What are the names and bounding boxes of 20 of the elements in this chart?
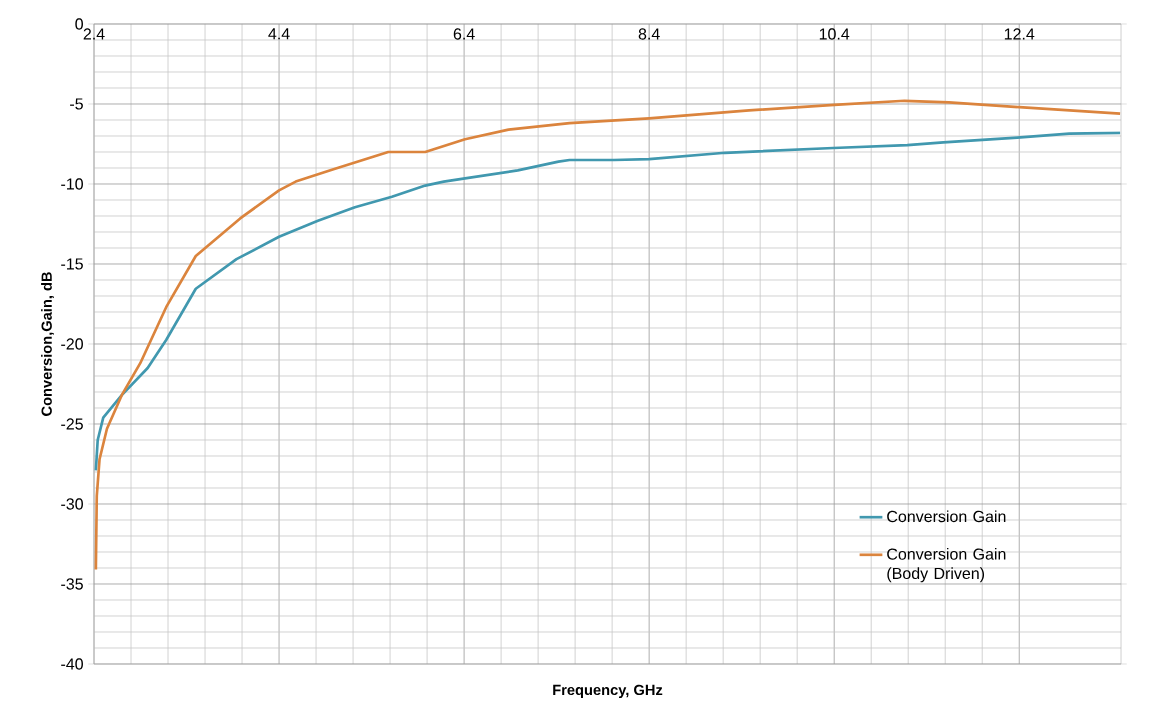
y-axis-title: Conversion,Gain, dB xyxy=(41,271,54,416)
y-tick-label: -30 xyxy=(61,498,83,510)
y-tick-label: -40 xyxy=(61,658,83,670)
line-series xyxy=(94,131,1122,472)
x-axis-title: Frequency, GHz xyxy=(553,684,663,698)
x-tick-label: 12.4 xyxy=(1004,28,1035,40)
legend-label: Conversion Gain xyxy=(887,510,1006,522)
y-tick-label: -10 xyxy=(61,178,83,190)
x-tick-label: 10.4 xyxy=(819,28,850,40)
y-tick-label: -15 xyxy=(61,258,83,270)
y-tick-label: -35 xyxy=(61,578,83,590)
x-tick-label: 4.4 xyxy=(268,28,290,40)
x-tick-label: 6.4 xyxy=(453,28,475,40)
x-tick-label: 2.4 xyxy=(83,28,105,40)
y-tick-label: -20 xyxy=(61,338,83,350)
y-tick-label: -5 xyxy=(70,98,83,110)
y-tick-label: -25 xyxy=(61,418,83,430)
y-tick-label: 0 xyxy=(75,18,83,30)
x-tick-label: 8.4 xyxy=(638,28,660,40)
legend-label: Conversion Gain (Body Driven) xyxy=(887,547,1006,583)
